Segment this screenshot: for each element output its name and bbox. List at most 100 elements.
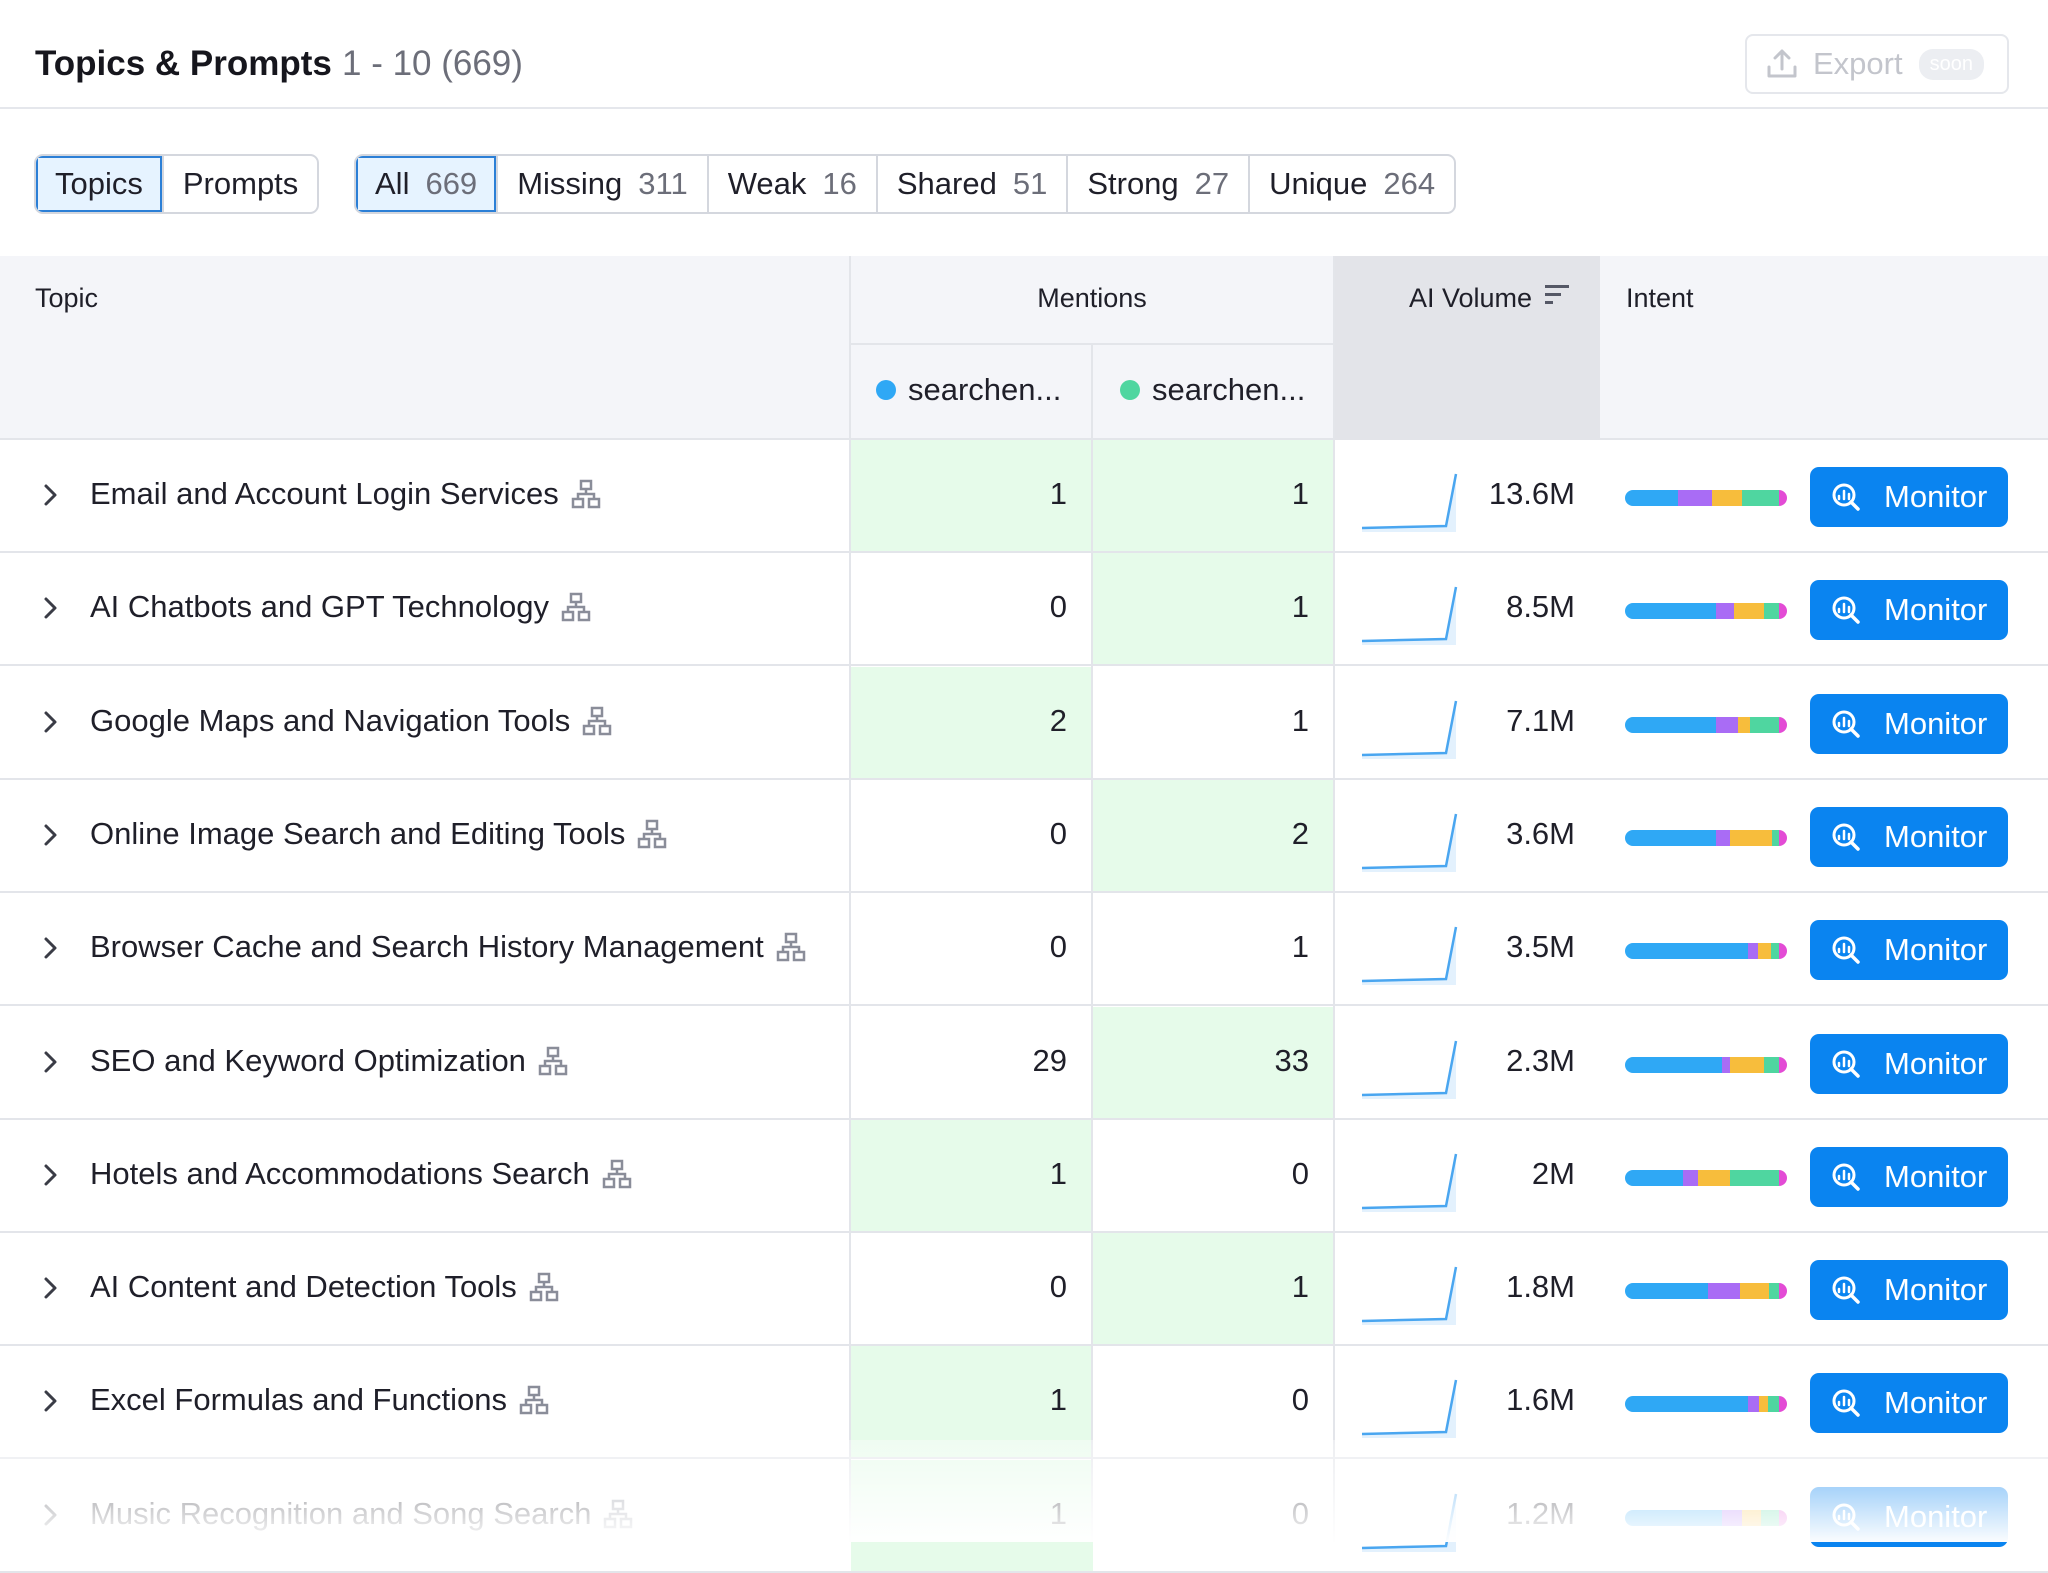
- filter-unique[interactable]: Unique 264: [1269, 166, 1436, 201]
- table-row[interactable]: Excel Formulas and Functions 1 0 1.6M Monito…: [0, 1346, 2048, 1460]
- chevron-right-icon[interactable]: [40, 1160, 62, 1190]
- intent-segment: [1748, 1396, 1760, 1413]
- intent-segment: [1697, 1169, 1731, 1186]
- monitor-button[interactable]: Monitor: [1810, 1146, 2008, 1207]
- monitor-button[interactable]: Monitor: [1810, 693, 2008, 754]
- monitor-button[interactable]: Monitor: [1810, 806, 2008, 867]
- ai-volume-value: 3.5M: [1506, 929, 1575, 965]
- intent-bar[interactable]: [1625, 490, 1787, 506]
- mention-highlight: [1093, 1233, 1335, 1345]
- table-header: [0, 256, 2048, 440]
- sitemap-icon[interactable]: [603, 1499, 633, 1529]
- chevron-right-icon[interactable]: [40, 707, 62, 737]
- intent-segment: [1764, 603, 1779, 620]
- topic-name[interactable]: AI Content and Detection Tools: [90, 1269, 559, 1305]
- chevron-right-icon[interactable]: [40, 1273, 62, 1303]
- intent-bar[interactable]: [1625, 943, 1787, 960]
- ai-volume-value: 1.8M: [1506, 1269, 1575, 1305]
- table-row[interactable]: Email and Account Login Services 1 1 13.6M M…: [0, 440, 2048, 553]
- monitor-icon: [1832, 710, 1860, 738]
- sitemap-icon[interactable]: [538, 1046, 568, 1076]
- sitemap-icon[interactable]: [637, 819, 667, 849]
- topic-name[interactable]: Email and Account Login Services: [90, 476, 601, 512]
- intent-segment: [1730, 1169, 1779, 1186]
- topic-name[interactable]: Excel Formulas and Functions: [90, 1382, 549, 1418]
- table-row[interactable]: SEO and Keyword Optimization 29 33 2.3M Moni…: [0, 1006, 2048, 1120]
- monitor-icon: [1832, 1050, 1860, 1078]
- filter-strong[interactable]: Strong 27: [1068, 156, 1251, 212]
- tab-prompts[interactable]: Prompts: [182, 166, 299, 201]
- table-row[interactable]: AI Chatbots and GPT Technology 0 1 8.5M Moni…: [0, 553, 2048, 667]
- monitor-button[interactable]: Monitor: [1810, 1486, 2008, 1547]
- monitor-icon: [1832, 596, 1860, 625]
- mentions-count-2: 33: [1274, 1042, 1309, 1078]
- mentions-count-2: 1: [1291, 702, 1309, 738]
- sitemap-icon[interactable]: [776, 932, 806, 962]
- table-row[interactable]: Browser Cache and Search History Managem…: [0, 893, 2048, 1007]
- filter-shared[interactable]: Shared 51: [878, 156, 1069, 212]
- table-row[interactable]: Music Recognition and Song Search 1 0 1.2M M…: [0, 1459, 2048, 1573]
- monitor-button[interactable]: Monitor: [1810, 1373, 2008, 1434]
- sitemap-icon[interactable]: [519, 1385, 549, 1415]
- domain-dot: [1120, 380, 1140, 400]
- mention-highlight: [851, 1119, 1093, 1231]
- sitemap-icon[interactable]: [561, 592, 591, 622]
- monitor-button[interactable]: Monitor: [1810, 580, 2008, 641]
- intent-segment: [1625, 829, 1716, 846]
- intent-segment: [1740, 1283, 1770, 1300]
- chevron-right-icon[interactable]: [40, 1047, 62, 1077]
- col-ai-volume[interactable]: AI Volume: [1409, 283, 1533, 313]
- intent-bar[interactable]: [1625, 1396, 1787, 1413]
- sitemap-icon[interactable]: [602, 1159, 632, 1189]
- ai-volume-value: 3.6M: [1506, 815, 1575, 851]
- chevron-right-icon[interactable]: [40, 1500, 62, 1530]
- monitor-button[interactable]: Monitor: [1810, 920, 2008, 981]
- mentions-domain-1[interactable]: searchen...: [876, 372, 1061, 408]
- table-row[interactable]: Online Image Search and Editing Tools 0 2 3…: [0, 779, 2048, 893]
- chevron-right-icon[interactable]: [40, 593, 62, 623]
- intent-segment: [1778, 1283, 1787, 1300]
- sitemap-icon[interactable]: [582, 706, 612, 736]
- chevron-right-icon[interactable]: [40, 820, 62, 850]
- topic-name[interactable]: AI Chatbots and GPT Technology: [90, 589, 591, 625]
- filter-all[interactable]: All 669: [356, 156, 499, 212]
- filter-missing[interactable]: Missing 311: [498, 156, 709, 212]
- results-range: 1 - 10 (669): [342, 44, 523, 83]
- monitor-button[interactable]: Monitor: [1810, 467, 2008, 527]
- topic-name[interactable]: Music Recognition and Song Search: [90, 1496, 633, 1532]
- col-intent[interactable]: Intent: [1626, 283, 1694, 313]
- topic-name[interactable]: Google Maps and Navigation Tools: [90, 703, 612, 739]
- export-button[interactable]: Export soon: [1745, 34, 2009, 94]
- mention-highlight: [1093, 779, 1335, 891]
- chevron-right-icon[interactable]: [40, 480, 62, 510]
- mentions-domain-2[interactable]: searchen...: [1120, 372, 1305, 408]
- filter-weak[interactable]: Weak 16: [709, 156, 878, 212]
- intent-bar[interactable]: [1625, 829, 1787, 846]
- sitemap-icon[interactable]: [571, 479, 601, 509]
- chevron-right-icon[interactable]: [40, 1386, 62, 1416]
- topic-name[interactable]: Online Image Search and Editing Tools: [90, 816, 667, 852]
- monitor-button[interactable]: Monitor: [1810, 1260, 2008, 1321]
- topic-name[interactable]: Hotels and Accommodations Search: [90, 1156, 632, 1192]
- topic-name[interactable]: Browser Cache and Search History Managem…: [90, 929, 806, 965]
- intent-segment: [1769, 1283, 1779, 1300]
- chevron-right-icon[interactable]: [40, 933, 62, 963]
- intent-bar[interactable]: [1625, 1509, 1787, 1526]
- intent-bar[interactable]: [1625, 1056, 1787, 1073]
- tab-topics[interactable]: Topics: [36, 156, 164, 212]
- domain-dot: [876, 380, 896, 400]
- intent-segment: [1778, 1396, 1787, 1413]
- sitemap-icon[interactable]: [529, 1272, 559, 1302]
- table-row[interactable]: Hotels and Accommodations Search 1 0 2M Moni…: [0, 1119, 2048, 1233]
- intent-bar[interactable]: [1625, 716, 1787, 733]
- intent-bar[interactable]: [1625, 1169, 1787, 1186]
- intent-bar[interactable]: [1625, 603, 1787, 620]
- sort-icon[interactable]: [1545, 283, 1571, 307]
- col-topic[interactable]: Topic: [35, 283, 99, 313]
- topic-name[interactable]: SEO and Keyword Optimization: [90, 1043, 568, 1079]
- table-row[interactable]: AI Content and Detection Tools 0 1 1.8M Moni…: [0, 1233, 2048, 1347]
- table-row[interactable]: Google Maps and Navigation Tools 2 1 7.1M Mo…: [0, 666, 2048, 780]
- mention-highlight: [851, 1346, 1093, 1458]
- intent-bar[interactable]: [1625, 1283, 1787, 1300]
- monitor-button[interactable]: Monitor: [1810, 1033, 2008, 1094]
